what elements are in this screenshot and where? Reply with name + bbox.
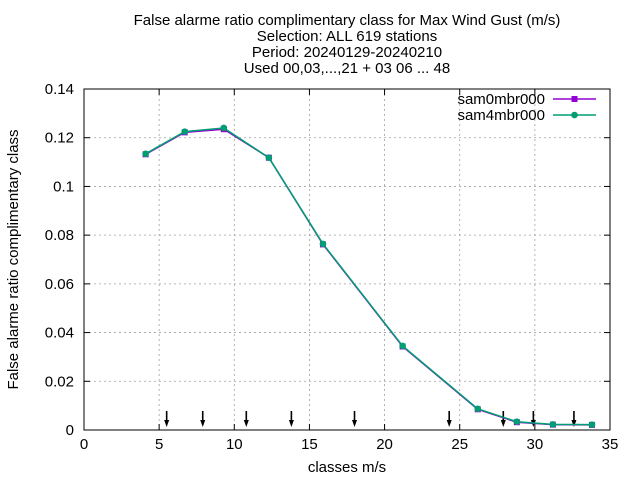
series-line: [145, 127, 593, 426]
plot-frame: [83, 88, 611, 431]
legend-swatch-marker: [571, 96, 578, 102]
axis-ticks: 0 5 10 15 20 25 30 35 0 0.02 0.04 0.06 0.08 0.1 0.12 0.…: [45, 81, 619, 453]
y-tick-label: 0.06: [45, 276, 74, 293]
legend-label: sam4mbr000: [457, 107, 545, 124]
series-sam4mbr000: [142, 124, 596, 428]
chart-title-line: False alarme ratio complimentary class f…: [134, 12, 561, 29]
y-tick-label: 0.12: [45, 130, 74, 147]
chart-title-line: Period: 20240129-20240210: [252, 44, 442, 61]
x-axis-label: classes m/s: [308, 459, 386, 476]
data-point: [513, 418, 521, 426]
series-line: [145, 128, 593, 426]
chart-title-line: Used 00,03,...,21 + 03 06 ... 48: [244, 60, 450, 77]
y-tick-label: 0: [66, 422, 74, 439]
data-point: [588, 421, 596, 428]
x-tick-label: 20: [376, 436, 393, 453]
data-point: [220, 124, 228, 132]
y-tick-label: 0.1: [53, 178, 74, 195]
x-tick-label: 10: [226, 436, 243, 453]
y-tick-label: 0.14: [45, 81, 74, 98]
y-tick-label: 0.08: [45, 227, 74, 244]
data-point: [265, 154, 273, 161]
x-tick-label: 0: [80, 436, 88, 453]
legend-label: sam0mbr000: [457, 91, 545, 108]
series-sam0mbr000: [142, 126, 595, 428]
data-point: [319, 240, 327, 248]
x-tick-label: 30: [527, 436, 544, 453]
data-point: [142, 150, 149, 158]
data-point: [399, 342, 406, 350]
y-axis-label: False alarme ratio complimentary class: [5, 129, 22, 389]
x-tick-label: 25: [451, 436, 468, 453]
y-tick-label: 0.02: [45, 373, 74, 390]
down-arrow-marker: [571, 411, 577, 427]
y-tick-label: 0.04: [45, 325, 74, 342]
legend-item: sam0mbr000: [457, 91, 596, 108]
x-tick-label: 5: [155, 436, 163, 453]
legend-item: sam4mbr000: [457, 107, 596, 124]
data-series: [142, 124, 596, 428]
chart-title-line: Selection: ALL 619 stations: [257, 28, 437, 45]
legend-swatch-marker: [571, 111, 578, 119]
data-point: [474, 405, 482, 413]
x-tick-label: 15: [301, 436, 318, 453]
chart-title: False alarme ratio complimentary class f…: [134, 12, 561, 77]
data-point: [549, 421, 557, 428]
down-arrow-marker: [164, 411, 170, 427]
down-arrow-marker: [200, 411, 206, 427]
down-arrow-marker: [288, 411, 294, 427]
down-arrow-marker: [446, 411, 452, 427]
data-point: [181, 128, 188, 135]
down-arrow-marker: [243, 411, 249, 427]
class-threshold-markers: [164, 411, 577, 427]
grid: [84, 89, 610, 430]
down-arrow-marker: [352, 411, 358, 427]
x-tick-label: 35: [602, 436, 619, 453]
